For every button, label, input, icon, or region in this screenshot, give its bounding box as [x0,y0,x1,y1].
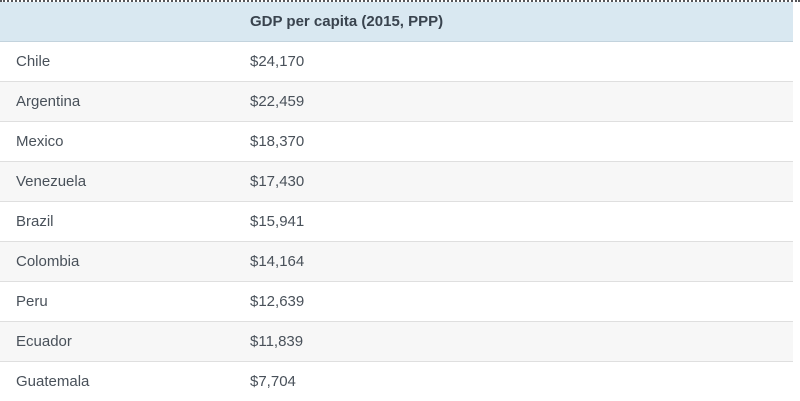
country-cell: Argentina [16,93,81,110]
country-cell: Ecuador [16,333,72,350]
value-cell: $22,459 [250,93,305,110]
header-value-cell: GDP per capita (2015, PPP) [250,13,444,30]
country-cell: Brazil [16,213,54,230]
header-country-cell [0,2,234,41]
value-cell: $17,430 [250,173,305,190]
country-cell: Venezuela [16,173,87,190]
country-cell: Mexico [16,133,64,150]
table-row: Brazil $15,941 [0,202,793,242]
value-cell: $11,839 [250,333,304,350]
table-row: Chile $24,170 [0,42,793,82]
table-row: Colombia $14,164 [0,242,793,282]
country-cell: Colombia [16,253,80,270]
country-cell: Peru [16,293,48,310]
value-cell: $7,704 [250,373,296,390]
table-row: Guatemala $7,704 [0,362,793,401]
value-cell: $18,370 [250,133,305,150]
table-header-row: GDP per capita (2015, PPP) [0,2,793,42]
country-cell: Chile [16,53,51,70]
country-cell: Guatemala [16,373,90,390]
value-cell: $12,639 [250,293,305,310]
value-cell: $24,170 [250,53,305,70]
value-cell: $14,164 [250,253,305,270]
table-row: Peru $12,639 [0,282,793,322]
table-row: Venezuela $17,430 [0,162,793,202]
value-cell: $15,941 [250,213,305,230]
table-row: Mexico $18,370 [0,122,793,162]
table-row: Ecuador $11,839 [0,322,793,362]
table-row: Argentina $22,459 [0,82,793,122]
